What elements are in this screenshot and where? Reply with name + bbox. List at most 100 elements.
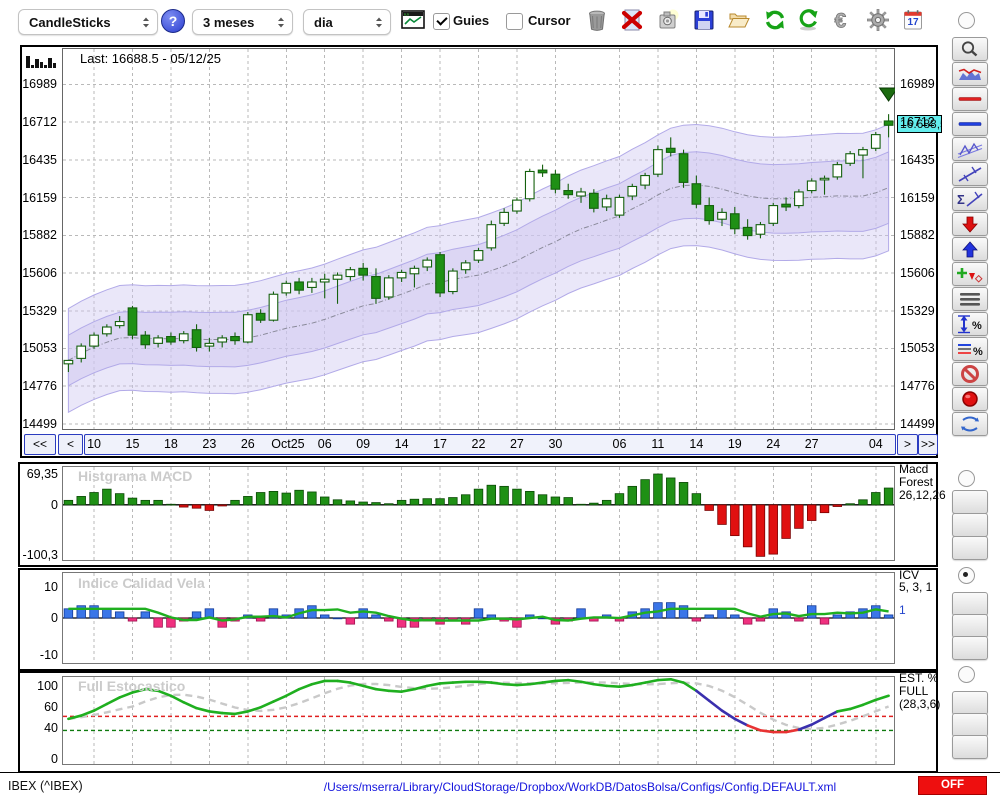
macd-ytick-bottom: -100,3	[22, 548, 58, 562]
date-tick: 22	[471, 437, 486, 451]
last-price-label: Last: 16688.5 - 05/12/25	[80, 51, 221, 66]
icv-ytick-bottom: -10	[39, 648, 58, 662]
main-y-tick: 15329	[22, 303, 57, 318]
stoch-percent-lines-button[interactable]: undefined	[952, 713, 988, 737]
main-y-tick: 15053	[900, 341, 935, 356]
cursor-checkbox[interactable]	[506, 13, 523, 30]
date-tick: 14	[689, 437, 704, 451]
macd-right-label: Forest	[899, 475, 934, 489]
price-panel-button[interactable]	[952, 62, 988, 86]
icv-ytick-top: 10	[44, 580, 58, 594]
main-chart-plot[interactable]	[62, 48, 895, 430]
save-icon[interactable]	[692, 8, 716, 32]
period-value: 3 meses	[203, 14, 255, 30]
sigma-trend-button[interactable]: Σ	[952, 187, 988, 211]
trash-icon[interactable]	[585, 8, 609, 32]
icv-plot	[62, 572, 895, 664]
svg-text:€: €	[835, 10, 847, 33]
svg-text:%: %	[973, 346, 983, 358]
add-marker-button[interactable]	[952, 262, 988, 286]
date-tick: 24	[766, 437, 781, 451]
main-y-tick: 15882	[900, 228, 935, 243]
trendline-button[interactable]	[952, 162, 988, 186]
svg-text:n,n: n,n	[404, 13, 409, 17]
icv-updown-arrows-button[interactable]: undefined	[952, 592, 988, 616]
main-y-tick: 14499	[22, 416, 57, 431]
macd-percent-lines-button[interactable]: undefined	[952, 513, 988, 537]
icv-right-label: 5, 3, 1	[899, 580, 933, 594]
main-y-tick: 15606	[22, 265, 57, 280]
interval-value: dia	[314, 14, 333, 30]
macd-curves-button[interactable]: undefined	[952, 536, 988, 560]
macd-updown-arrows-button[interactable]: undefined	[952, 490, 988, 514]
blue-hline-button[interactable]	[952, 112, 988, 136]
lines3-button[interactable]	[952, 287, 988, 311]
cursor-label: Cursor	[528, 13, 571, 28]
main-y-tick: 15606	[900, 265, 935, 280]
icv-panel-radio[interactable]	[958, 567, 975, 584]
date-axis-strip[interactable]	[84, 434, 896, 455]
main-y-tick: 16989	[900, 77, 935, 92]
snapshot-icon[interactable]	[656, 8, 680, 32]
symbol-label: IBEX (^IBEX)	[8, 779, 83, 793]
stoch-ytick-100: 100	[37, 679, 58, 693]
icv-right-label: ICV	[899, 568, 920, 582]
date-tick: 27	[804, 437, 819, 451]
main-y-tick: 15882	[22, 228, 57, 243]
chart-type-value: CandleSticks	[29, 14, 111, 30]
stoch-panel-radio[interactable]	[958, 666, 975, 683]
macd-right-label: Macd	[899, 462, 929, 476]
nav-far-next-button[interactable]: >>	[918, 434, 938, 455]
macd-ytick-top: 69,35	[26, 467, 58, 481]
open-folder-icon[interactable]	[727, 8, 751, 32]
zoom-button[interactable]	[952, 37, 988, 61]
refresh-icon[interactable]	[763, 8, 787, 32]
main-y-tick: 16712	[900, 115, 935, 130]
main-panel-radio[interactable]	[958, 12, 975, 29]
record-button[interactable]	[952, 387, 988, 411]
stoch-curves-button[interactable]: undefined	[952, 735, 988, 759]
date-tick: 06	[317, 437, 332, 451]
stoch-right-label: (28,3,6)	[899, 697, 941, 711]
icv-right-value: 1	[899, 603, 906, 617]
stoch-updown-arrows-button[interactable]: undefined	[952, 691, 988, 715]
reload-icon[interactable]	[796, 8, 820, 32]
main-y-tick: 16435	[22, 152, 57, 167]
config-path-label: /Users/mserra/Library/CloudStorage/Dropb…	[323, 780, 837, 794]
interval-select[interactable]: dia	[303, 9, 391, 35]
main-y-tick: 16435	[900, 152, 935, 167]
zigzag-channel-button[interactable]	[952, 137, 988, 161]
euro-icon[interactable]: €	[831, 8, 855, 33]
macd-watermark: Histgrama MACD	[78, 468, 193, 484]
main-y-tick: 14499	[900, 416, 935, 431]
vrange-percent-button[interactable]: %	[952, 312, 988, 336]
svg-text:Σ: Σ	[957, 192, 965, 207]
date-tick: 18	[163, 437, 178, 451]
lines-percent-button[interactable]: %	[952, 337, 988, 361]
settings-gear-icon[interactable]	[866, 8, 890, 32]
macd-right-label: 26,12,26	[899, 488, 946, 502]
guies-checkbox[interactable]	[433, 13, 450, 30]
nav-prev-button[interactable]: <	[58, 434, 83, 455]
calendar-icon[interactable]: 17	[901, 8, 925, 32]
arrow-up-blue-button[interactable]	[952, 237, 988, 261]
icv-curves-button[interactable]: undefined	[952, 636, 988, 660]
delete-icon[interactable]	[620, 8, 644, 32]
chart-config-icon[interactable]: n,n	[401, 8, 425, 32]
forbid-button[interactable]	[952, 362, 988, 386]
macd-panel-radio[interactable]	[958, 470, 975, 487]
macd-plot	[62, 466, 895, 561]
help-button[interactable]: ?	[161, 9, 185, 33]
period-select[interactable]: 3 meses	[192, 9, 293, 35]
main-y-tick: 16159	[22, 190, 57, 205]
chart-type-select[interactable]: CandleSticks	[18, 9, 158, 35]
red-hline-button[interactable]	[952, 87, 988, 111]
sync-button[interactable]	[952, 412, 988, 436]
nav-next-button[interactable]: >	[897, 434, 918, 455]
arrow-down-red-button[interactable]	[952, 212, 988, 236]
nav-far-prev-button[interactable]: <<	[24, 434, 56, 455]
stoch-ytick-40: 40	[44, 721, 58, 735]
icv-percent-lines-button[interactable]: undefined	[952, 614, 988, 638]
chevron-updown-icon	[376, 17, 382, 27]
off-toggle-button[interactable]: OFF	[918, 776, 987, 795]
